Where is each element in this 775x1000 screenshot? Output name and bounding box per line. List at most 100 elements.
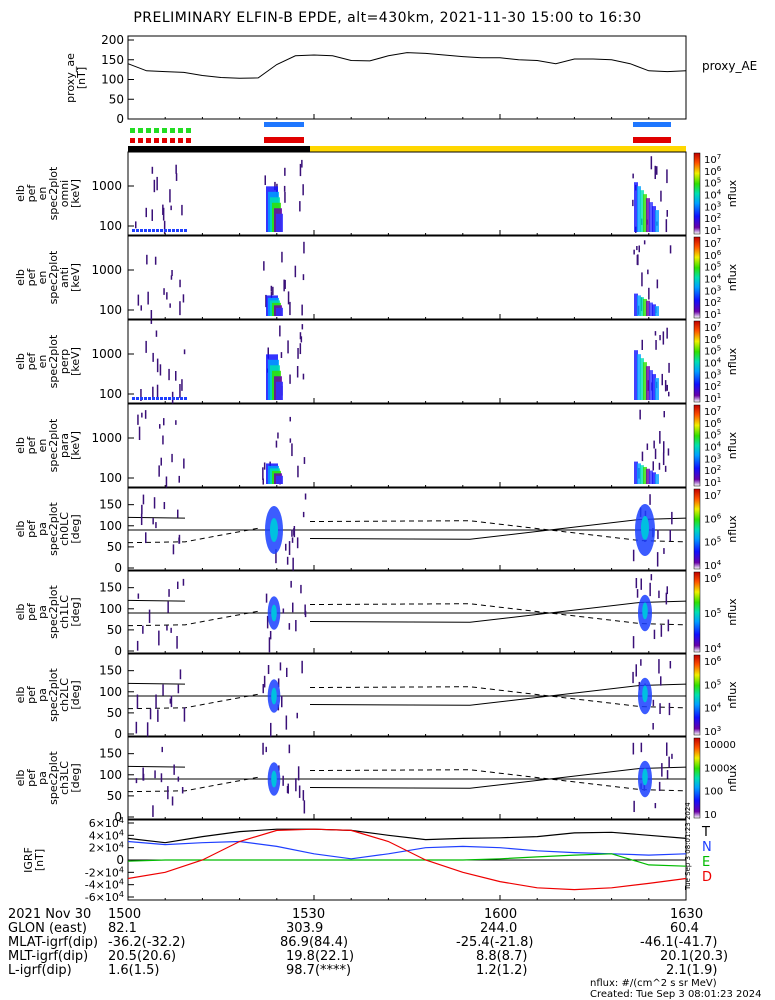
- spec-streak: [263, 462, 266, 470]
- colorbar-tick-label: 105: [704, 678, 721, 691]
- pa-streak: [640, 659, 642, 666]
- status-green-dash: [138, 128, 143, 133]
- spec-streak: [665, 219, 668, 233]
- spec-blob-2: [655, 474, 659, 484]
- spec-streak: [183, 349, 186, 355]
- spec-streak: [267, 347, 269, 359]
- pa-streak: [136, 694, 139, 709]
- colorbar-tick-label: 106: [704, 249, 722, 262]
- pa-streak: [656, 552, 659, 567]
- colorbar-tick-label: 102: [704, 380, 721, 393]
- spec-low-dot: [168, 229, 171, 232]
- spec-streak: [152, 386, 154, 398]
- spec-streak: [169, 189, 171, 203]
- spec-streak: [302, 274, 305, 281]
- spec-low-dot: [140, 397, 143, 400]
- panel-ylabel-0: elb: [14, 687, 27, 704]
- spec-streak: [655, 340, 657, 350]
- status-red-dash: [130, 138, 135, 143]
- colorbar-tick-label: 105: [704, 607, 721, 620]
- pa-streak: [302, 790, 305, 801]
- footer-glon-3: 244.0: [480, 921, 518, 936]
- spec-streak: [302, 373, 305, 380]
- pa-streak: [640, 578, 642, 590]
- panel-ylabel-0: elb: [14, 770, 27, 787]
- colorbar: [693, 152, 701, 235]
- panel-ylabel-3: spec2plot: [47, 751, 60, 805]
- colorbar-tick-label: 106: [704, 417, 722, 430]
- pa-streak: [267, 665, 270, 675]
- status-red-dash: [138, 138, 143, 143]
- spec-streak: [159, 364, 162, 376]
- spec-blob-2: [637, 463, 641, 484]
- proxy-ae-tick-label: 0: [116, 112, 124, 126]
- igrf-line-D: [127, 828, 687, 891]
- spec-blob-2: [649, 202, 653, 232]
- pa-streak: [149, 708, 152, 720]
- spec-streak: [669, 245, 672, 254]
- spec-streak: [137, 294, 140, 306]
- spec-streak: [152, 352, 154, 362]
- pa-streak: [297, 766, 300, 781]
- pa-streak: [666, 586, 668, 595]
- spec-streak: [666, 327, 668, 339]
- pa-streak: [281, 695, 283, 708]
- spec-streak: [158, 465, 160, 477]
- panel-ylabel-2: en: [36, 187, 49, 201]
- status-red-bar-2: [633, 137, 671, 143]
- colorbar-tick-label: 107: [704, 153, 721, 166]
- pa-streak: [658, 590, 660, 599]
- colorbar: [693, 236, 701, 319]
- spec-low-dot: [152, 229, 155, 232]
- spec-streak: [156, 176, 158, 191]
- pa-streak: [287, 783, 289, 794]
- pa-streak: [167, 786, 169, 800]
- panel-frame: [127, 736, 687, 820]
- pa-blob-2-core: [642, 685, 648, 703]
- colorbar: [693, 404, 701, 487]
- spec-blob-2: [652, 304, 656, 316]
- spec-streak: [170, 205, 172, 211]
- spec-streak: [654, 448, 657, 460]
- spec-streak: [653, 440, 655, 449]
- spec-tick-label: 100: [99, 387, 122, 401]
- spec-streak: [181, 379, 183, 391]
- panel-ylabel-4: omni: [58, 180, 71, 207]
- spec-streak: [636, 246, 638, 251]
- spec-streak: [659, 431, 661, 444]
- igrf-ylabel-1: [nT]: [33, 849, 46, 871]
- spec-streak: [299, 343, 302, 355]
- spec-streak: [140, 305, 142, 311]
- spec-streak: [287, 340, 289, 354]
- colorbar-tick-label: 101: [704, 224, 721, 237]
- colorbar-label: nflux: [726, 681, 739, 709]
- pa-blob-2-core: [641, 515, 649, 540]
- pa-streak: [635, 664, 637, 677]
- pa-streak: [652, 723, 654, 730]
- spec-streak: [135, 221, 137, 229]
- spec-blob-2: [646, 366, 650, 400]
- pa-streak: [635, 578, 638, 589]
- pa-streak: [262, 684, 264, 694]
- spec-streak: [270, 291, 273, 299]
- pa-tick-label: 100: [99, 768, 122, 782]
- panel-ylabel-4: perp: [58, 349, 71, 374]
- pa-streak: [135, 721, 138, 734]
- panel-ylabel-5: [keV]: [69, 263, 82, 292]
- spec-low-dot: [180, 229, 183, 232]
- panel-frame: [127, 235, 687, 320]
- spec-streak: [275, 440, 278, 448]
- spec-streak: [659, 335, 661, 341]
- proxy-ae-ylabel-0: proxy_ae: [64, 53, 77, 103]
- pa-streak: [668, 702, 671, 716]
- pa-tick-label: 50: [107, 706, 122, 720]
- colorbar-tick-label: 101: [704, 308, 721, 321]
- spec-streak: [137, 414, 139, 425]
- panel-ylabel-1: pef: [25, 184, 38, 203]
- footer-mlat-3: -25.4(-21.8): [456, 935, 534, 950]
- spec-streak: [668, 391, 670, 397]
- footer-mlat-4: -46.1(-41.7): [640, 935, 718, 950]
- spec-low-dot: [172, 397, 175, 400]
- status-yellow-bar: [310, 146, 686, 152]
- pa-streak: [263, 675, 266, 688]
